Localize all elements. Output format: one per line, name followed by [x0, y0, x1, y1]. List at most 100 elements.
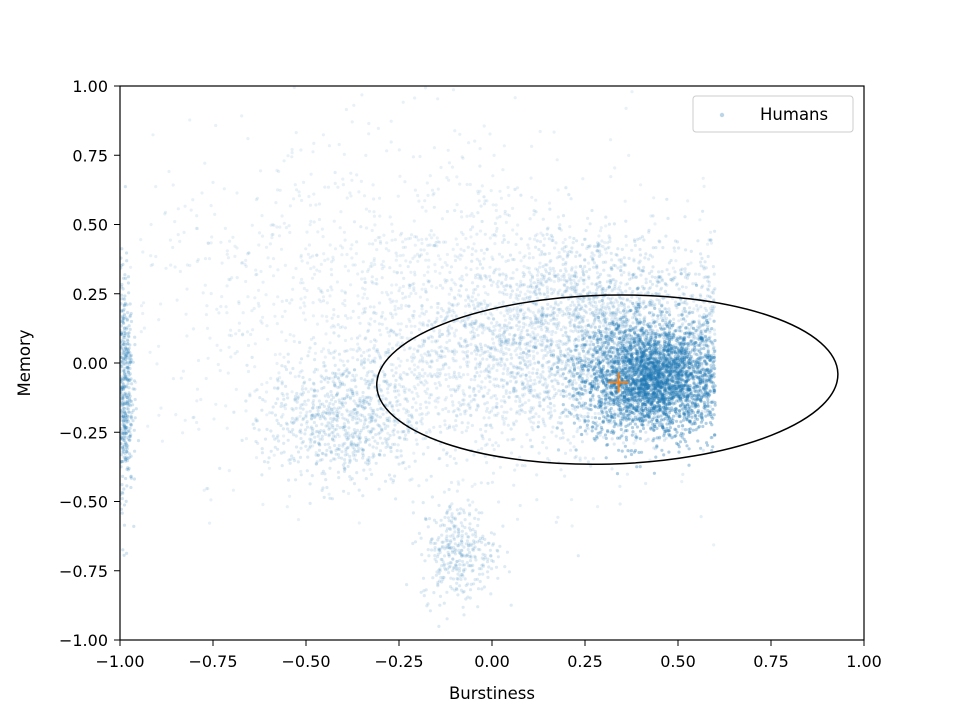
scatter-point — [549, 287, 553, 291]
scatter-point — [646, 291, 651, 295]
scatter-point — [619, 427, 623, 432]
scatter-point — [626, 346, 630, 350]
scatter-point — [657, 404, 661, 408]
scatter-point — [559, 468, 563, 472]
scatter-point — [657, 384, 661, 388]
scatter-point — [642, 361, 646, 365]
scatter-point — [687, 356, 691, 360]
scatter-point — [712, 364, 716, 368]
scatter-point — [683, 352, 688, 356]
scatter-point — [586, 357, 591, 361]
scatter-point — [606, 350, 610, 354]
scatter-point — [681, 432, 685, 436]
scatter-point — [675, 282, 680, 286]
scatter-point — [509, 427, 513, 431]
scatter-point — [642, 393, 646, 397]
scatter-point — [671, 344, 675, 348]
scatter-point — [654, 292, 658, 296]
scatter-point — [541, 307, 545, 311]
scatter-point — [687, 364, 692, 368]
scatter-point — [616, 266, 620, 270]
scatter-point — [650, 401, 654, 405]
scatter-point — [683, 319, 688, 323]
scatter-point — [643, 393, 648, 397]
scatter-point — [381, 370, 385, 374]
scatter-point — [704, 414, 708, 418]
scatter-point — [650, 344, 654, 348]
scatter-point — [647, 401, 651, 405]
scatter-point — [680, 384, 684, 388]
scatter-point — [595, 271, 600, 275]
scatter-point — [351, 309, 355, 313]
scatter-point — [665, 310, 669, 314]
scatter-point — [451, 356, 455, 361]
scatter-point — [679, 312, 683, 316]
scatter-point — [674, 386, 678, 390]
scatter-point — [653, 275, 657, 280]
scatter-point — [674, 342, 678, 347]
scatter-point — [443, 423, 447, 427]
scatter-point — [645, 374, 649, 378]
scatter-point — [648, 412, 653, 416]
scatter-point — [697, 424, 702, 429]
scatter-point — [624, 424, 628, 428]
scatter-point — [673, 354, 677, 359]
scatter-point — [684, 248, 688, 252]
scatter-point — [658, 407, 662, 412]
scatter-point — [501, 372, 505, 376]
scatter-point — [476, 284, 480, 288]
scatter-point — [567, 392, 571, 396]
scatter-point — [372, 305, 376, 309]
scatter-point — [590, 384, 594, 388]
scatter-point — [684, 387, 688, 391]
scatter-point — [668, 313, 672, 317]
scatter-point — [627, 318, 631, 322]
scatter-point — [621, 332, 625, 336]
scatter-point — [616, 287, 620, 291]
scatter-point — [494, 267, 498, 271]
scatter-point — [591, 342, 596, 347]
scatter-point — [453, 334, 457, 338]
scatter-point — [657, 397, 661, 401]
scatter-point — [540, 272, 544, 277]
scatter-point — [596, 385, 600, 389]
scatter-point — [661, 336, 666, 340]
scatter-point — [495, 226, 499, 231]
scatter-point — [661, 375, 665, 379]
scatter-point — [699, 355, 704, 359]
scatter-point — [659, 418, 664, 422]
scatter-point — [708, 335, 712, 339]
scatter-point — [637, 369, 641, 373]
scatter-point — [592, 398, 596, 402]
scatter-point — [355, 240, 359, 244]
scatter-point — [655, 374, 659, 378]
scatter-point — [564, 394, 569, 398]
scatter-point — [667, 417, 671, 421]
scatter-point — [608, 396, 612, 400]
scatter-point — [633, 341, 638, 345]
scatter-point — [689, 373, 693, 377]
scatter-point — [630, 410, 634, 414]
scatter-point — [673, 427, 677, 431]
scatter-point — [641, 408, 645, 413]
scatter-point — [698, 325, 703, 329]
scatter-point — [622, 315, 627, 319]
scatter-point — [691, 340, 695, 344]
scatter-point — [649, 365, 654, 369]
scatter-point — [664, 380, 668, 384]
scatter-point — [471, 303, 476, 307]
scatter-point — [694, 401, 698, 405]
scatter-point — [631, 430, 635, 434]
scatter-point — [688, 372, 692, 376]
scatter-point — [673, 270, 677, 274]
scatter-point — [575, 239, 579, 243]
scatter-point — [515, 371, 519, 375]
scatter-point — [640, 354, 644, 359]
scatter-point — [652, 345, 656, 349]
scatter-point — [710, 449, 714, 453]
scatter-point — [668, 385, 672, 390]
scatter-point — [696, 390, 700, 395]
scatter-point — [558, 355, 562, 359]
scatter-point — [619, 273, 624, 277]
scatter-point — [423, 352, 427, 356]
